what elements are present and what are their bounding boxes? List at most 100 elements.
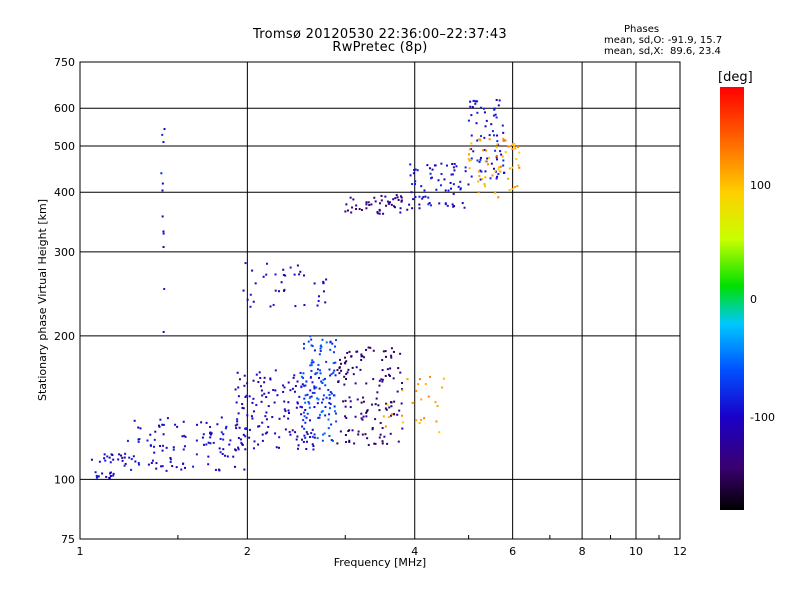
data-point [345, 441, 348, 444]
data-point [376, 211, 379, 214]
data-point [395, 194, 398, 197]
data-point [117, 458, 120, 461]
data-point [392, 350, 395, 353]
data-point [498, 166, 501, 169]
data-point [484, 185, 487, 188]
data-point [427, 196, 430, 199]
data-point [502, 131, 505, 134]
data-point [347, 429, 350, 432]
data-point [384, 355, 387, 358]
data-point [320, 380, 323, 383]
data-point [157, 424, 160, 427]
data-point [433, 164, 436, 167]
data-point [237, 412, 240, 415]
data-point [243, 374, 246, 377]
data-point [309, 335, 312, 338]
data-point [254, 282, 257, 285]
data-point [261, 421, 264, 424]
data-point [118, 453, 121, 456]
data-point [367, 201, 370, 204]
grid-lines [80, 62, 680, 539]
data-point [184, 466, 187, 469]
data-point [311, 345, 314, 348]
data-point [410, 191, 413, 194]
data-point [388, 373, 391, 376]
y-tick-label: 750 [54, 56, 75, 69]
data-point [252, 300, 255, 303]
data-point [313, 406, 316, 409]
data-point [251, 401, 254, 404]
data-point [400, 402, 403, 405]
data-point [294, 431, 297, 434]
data-point [385, 408, 388, 411]
data-point [358, 207, 361, 210]
data-point [386, 200, 389, 203]
data-point [304, 421, 307, 424]
data-point [330, 438, 333, 441]
data-point [483, 183, 486, 186]
data-point [159, 445, 162, 448]
data-point [467, 119, 470, 122]
data-point [495, 116, 498, 119]
y-tick-label: 300 [54, 246, 75, 259]
data-point [468, 159, 471, 162]
data-point [234, 448, 237, 451]
data-point [207, 455, 210, 458]
data-point [374, 200, 377, 203]
data-point [322, 433, 325, 436]
data-point [485, 149, 488, 152]
data-point [251, 269, 254, 272]
data-point [384, 195, 387, 198]
data-point [401, 421, 404, 424]
data-point [363, 356, 366, 359]
data-point [310, 361, 313, 364]
data-point [470, 157, 473, 160]
data-point [329, 391, 332, 394]
data-point [244, 395, 247, 398]
data-point [360, 208, 363, 211]
data-point [518, 166, 521, 169]
data-point [394, 206, 397, 209]
data-point [162, 141, 165, 144]
data-point [219, 451, 222, 454]
data-point [237, 446, 240, 449]
data-point [161, 465, 164, 468]
data-point [267, 391, 270, 394]
data-point [325, 341, 328, 344]
data-point [436, 404, 439, 407]
data-point [418, 422, 421, 425]
data-point [228, 443, 231, 446]
data-point [242, 289, 245, 292]
data-point [265, 396, 268, 399]
data-point [237, 448, 240, 451]
data-point [94, 471, 97, 474]
data-point [161, 423, 164, 426]
data-point [361, 433, 364, 436]
data-point [238, 378, 241, 381]
data-point [374, 442, 377, 445]
data-point [390, 354, 393, 357]
data-point [423, 417, 426, 420]
data-point [464, 170, 467, 173]
data-point [345, 377, 348, 380]
data-point [299, 270, 302, 273]
data-point [367, 346, 370, 349]
data-point [95, 476, 98, 479]
data-point [302, 440, 305, 443]
data-point [317, 295, 320, 298]
data-point [431, 168, 434, 171]
data-point [265, 273, 268, 276]
data-point [301, 425, 304, 428]
data-point [276, 394, 279, 397]
data-point [294, 385, 297, 388]
data-point [155, 467, 158, 470]
data-point [322, 394, 325, 397]
data-point [475, 122, 478, 125]
data-point [130, 468, 133, 471]
data-point [154, 430, 157, 433]
data-point [300, 438, 303, 441]
data-point [381, 369, 384, 372]
data-point [384, 350, 387, 353]
data-point [252, 410, 255, 413]
data-point [108, 477, 111, 480]
